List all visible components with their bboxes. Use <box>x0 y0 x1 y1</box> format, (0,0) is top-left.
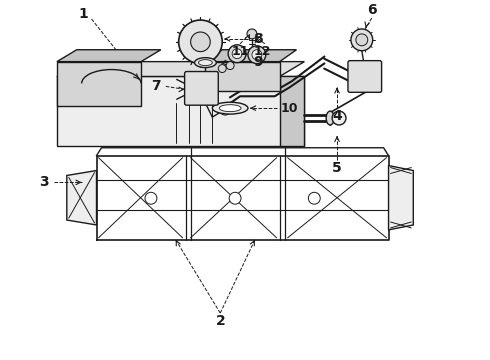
Circle shape <box>308 192 320 204</box>
Circle shape <box>351 29 373 51</box>
Polygon shape <box>389 166 413 230</box>
Circle shape <box>226 62 234 69</box>
Circle shape <box>179 20 222 64</box>
Text: 10: 10 <box>281 102 298 114</box>
Circle shape <box>248 46 266 64</box>
Polygon shape <box>67 171 97 225</box>
Circle shape <box>247 29 257 39</box>
Ellipse shape <box>212 102 248 114</box>
Circle shape <box>193 81 204 93</box>
Polygon shape <box>280 76 304 146</box>
Circle shape <box>145 192 157 204</box>
Circle shape <box>191 32 210 51</box>
Circle shape <box>232 49 242 59</box>
Text: 9: 9 <box>253 55 263 69</box>
Ellipse shape <box>219 105 241 112</box>
Ellipse shape <box>198 60 212 66</box>
Circle shape <box>332 111 346 125</box>
Circle shape <box>252 50 262 60</box>
Text: 4: 4 <box>332 109 342 123</box>
Polygon shape <box>57 62 304 76</box>
Ellipse shape <box>195 58 216 68</box>
Text: 7: 7 <box>151 79 161 93</box>
Text: 12: 12 <box>253 45 270 58</box>
Ellipse shape <box>326 111 334 125</box>
Text: 1: 1 <box>79 7 89 21</box>
Circle shape <box>360 72 368 80</box>
Text: 6: 6 <box>367 3 376 17</box>
Polygon shape <box>57 50 161 62</box>
Polygon shape <box>205 50 296 62</box>
Circle shape <box>356 34 368 46</box>
Circle shape <box>219 103 231 115</box>
FancyBboxPatch shape <box>348 60 382 92</box>
Text: 2: 2 <box>216 314 225 328</box>
Circle shape <box>356 68 372 84</box>
FancyBboxPatch shape <box>185 72 218 105</box>
Circle shape <box>228 45 246 63</box>
Text: 5: 5 <box>332 161 342 175</box>
Text: 8: 8 <box>253 32 263 46</box>
Circle shape <box>218 64 226 72</box>
Polygon shape <box>57 62 141 106</box>
Circle shape <box>229 192 241 204</box>
Polygon shape <box>205 62 280 91</box>
FancyBboxPatch shape <box>57 76 304 146</box>
Text: 3: 3 <box>39 175 49 189</box>
Text: 11: 11 <box>231 45 249 58</box>
